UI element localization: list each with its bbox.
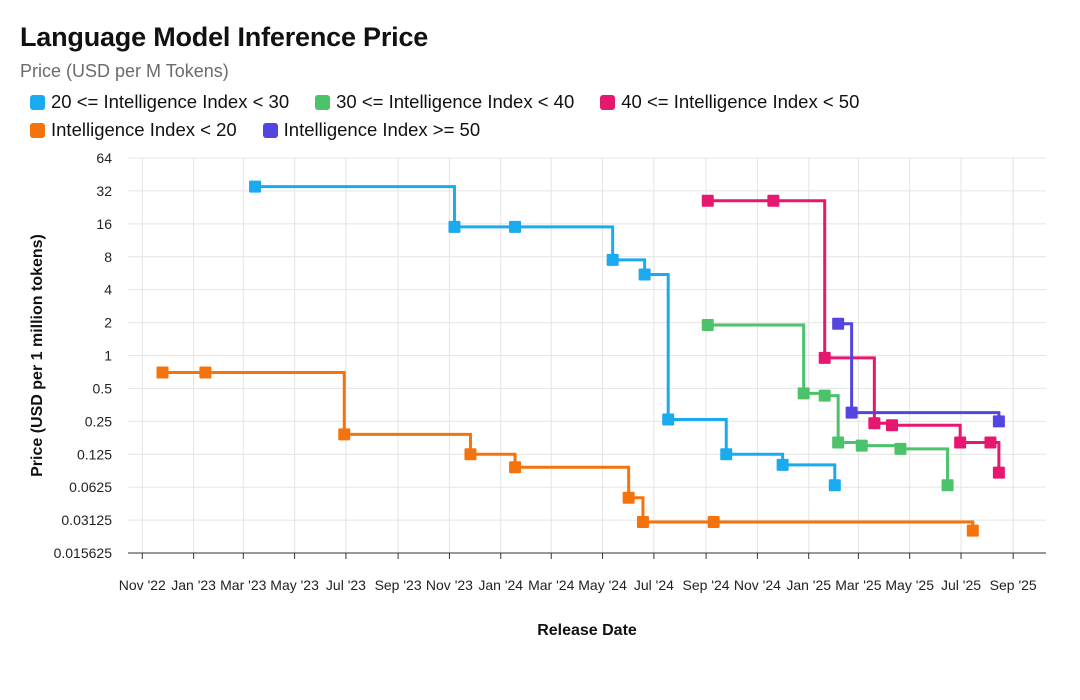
chart-title: Language Model Inference Price	[20, 22, 429, 52]
data-point-marker	[954, 436, 967, 449]
legend-item-40-50[interactable]: 40 <= Intelligence Index < 50	[600, 91, 859, 113]
y-tick-label: 0.015625	[54, 545, 113, 561]
x-axis-title: Release Date	[537, 622, 637, 639]
legend-item-gte-50[interactable]: Intelligence Index >= 50	[262, 119, 481, 141]
y-tick-label: 32	[96, 183, 112, 199]
data-point-marker	[855, 439, 868, 452]
data-point-marker	[818, 351, 831, 364]
data-point-marker	[249, 180, 262, 193]
data-point-marker	[448, 220, 461, 233]
x-tick-label: Nov '23	[426, 577, 473, 593]
y-tick-label: 0.125	[77, 446, 112, 462]
chart-subtitle: Price (USD per M Tokens)	[20, 61, 229, 81]
x-tick-label: Jan '24	[478, 577, 523, 593]
data-point-marker	[707, 516, 720, 529]
data-point-marker	[509, 461, 522, 474]
data-point-marker	[966, 524, 979, 537]
data-point-marker	[832, 436, 845, 449]
x-tick-label: Jan '23	[171, 577, 216, 593]
data-point-marker	[509, 220, 522, 233]
y-tick-label: 2	[104, 315, 112, 331]
y-tick-label: 0.25	[85, 413, 112, 429]
legend-item-20-30[interactable]: 20 <= Intelligence Index < 30	[30, 91, 289, 113]
y-tick-label: 8	[104, 249, 112, 265]
data-point-marker	[894, 442, 907, 455]
data-point-marker	[868, 417, 881, 430]
data-point-marker	[622, 491, 635, 504]
x-tick-label: Sep '24	[683, 577, 730, 593]
series-line-1	[707, 323, 950, 486]
y-tick-label: 16	[96, 216, 112, 232]
legend-item-lt-20[interactable]: Intelligence Index < 20	[30, 119, 237, 141]
data-point-marker	[338, 428, 351, 441]
x-tick-label: Sep '25	[990, 577, 1037, 593]
data-point-marker	[767, 194, 780, 207]
series-line-4	[838, 322, 1001, 422]
data-point-marker	[828, 479, 841, 492]
legend-label: Intelligence Index >= 50	[283, 119, 481, 140]
x-tick-label: Nov '24	[734, 577, 781, 593]
data-point-marker	[638, 268, 651, 281]
legend-row-1: 20 <= Intelligence Index < 30 30 <= Inte…	[30, 88, 1030, 116]
data-point-marker	[199, 366, 212, 379]
legend: 20 <= Intelligence Index < 30 30 <= Inte…	[30, 88, 1030, 144]
legend-label: Intelligence Index < 20	[51, 119, 237, 140]
x-tick-label: Mar '23	[220, 577, 266, 593]
data-point-marker	[701, 194, 714, 207]
data-point-marker	[156, 366, 169, 379]
x-tick-label: Mar '24	[528, 577, 574, 593]
y-tick-label: 0.0625	[69, 479, 112, 495]
data-point-marker	[720, 448, 733, 461]
x-tick-label: May '25	[885, 577, 934, 593]
x-tick-label: Nov '22	[119, 577, 166, 593]
legend-item-30-40[interactable]: 30 <= Intelligence Index < 40	[315, 91, 574, 113]
legend-label: 20 <= Intelligence Index < 30	[51, 91, 290, 112]
data-point-marker	[776, 458, 789, 471]
data-point-marker	[636, 516, 649, 529]
x-tick-label: Jul '25	[941, 577, 981, 593]
legend-swatch-icon	[262, 122, 278, 138]
y-tick-label: 0.03125	[61, 512, 112, 528]
legend-swatch-icon	[315, 94, 331, 110]
legend-swatch-icon	[30, 122, 45, 138]
data-point-marker	[992, 415, 1005, 428]
x-tick-label: Mar '25	[835, 577, 881, 593]
x-tick-label: Jul '23	[326, 577, 366, 593]
data-point-marker	[984, 436, 997, 449]
legend-swatch-icon	[600, 94, 616, 110]
legend-row-2: Intelligence Index < 20 Intelligence Ind…	[30, 116, 1030, 144]
legend-swatch-icon	[30, 94, 45, 110]
data-point-marker	[832, 317, 845, 330]
legend-label: 40 <= Intelligence Index < 50	[621, 91, 860, 112]
x-tick-label: Sep '23	[375, 577, 422, 593]
data-point-marker	[606, 253, 619, 266]
legend-label: 30 <= Intelligence Index < 40	[336, 91, 575, 112]
data-point-marker	[464, 448, 477, 461]
y-tick-label: 0.5	[93, 380, 113, 396]
data-point-marker	[701, 319, 714, 332]
x-tick-label: May '23	[270, 577, 319, 593]
x-tick-label: May '24	[578, 577, 627, 593]
y-tick-label: 1	[104, 348, 112, 364]
data-point-marker	[797, 387, 810, 400]
data-point-marker	[845, 406, 858, 419]
y-tick-label: 64	[96, 150, 112, 166]
y-tick-label: 4	[104, 282, 112, 298]
x-tick-label: Jan '25	[786, 577, 831, 593]
data-point-marker	[992, 466, 1005, 479]
data-point-marker	[818, 389, 831, 402]
data-point-marker	[941, 479, 954, 492]
x-tick-label: Jul '24	[634, 577, 674, 593]
data-point-marker	[886, 419, 899, 432]
data-point-marker	[662, 413, 675, 426]
y-axis-title: Price (USD per 1 million tokens)	[29, 234, 46, 477]
series-line-2	[707, 199, 1001, 473]
series-line-0	[255, 185, 837, 486]
